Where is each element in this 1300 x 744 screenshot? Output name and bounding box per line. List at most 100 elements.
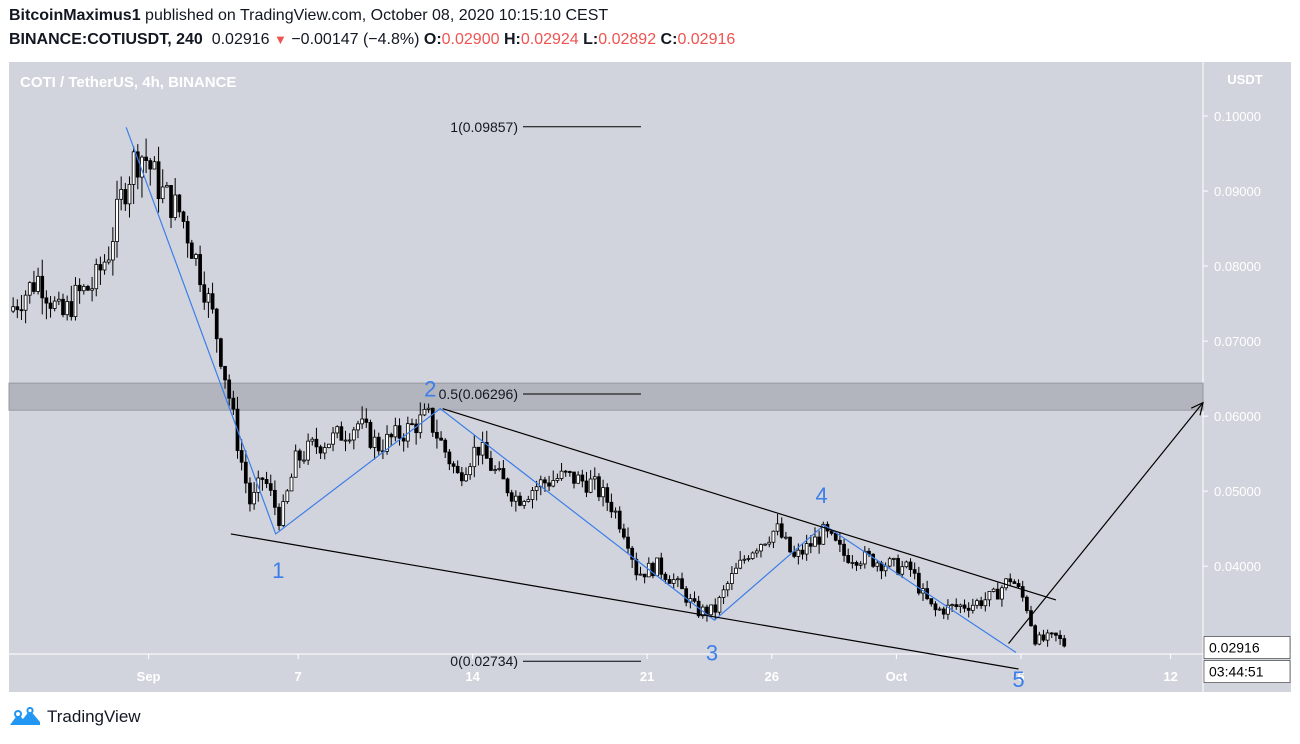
wedge-upper-trendline [442,408,1057,601]
candle-body [676,578,680,581]
fib-level-label: 1(0.09857) [450,119,518,135]
time-axis-background[interactable] [9,654,1291,692]
candle-body [32,282,36,292]
candle-body [123,189,128,205]
candle-body [1004,578,1008,589]
candle-body [131,151,136,185]
candle-body [52,300,57,309]
candle-body [655,557,659,577]
wave-label: 2 [424,376,436,401]
candle-body [493,469,497,471]
candle-body [526,499,531,502]
candle-body [385,433,389,452]
candle-body [214,308,219,340]
candle-body [285,490,290,503]
candle-body [738,559,743,569]
candle-body [588,478,593,493]
candle-body [198,254,202,286]
candle-body [455,465,460,474]
candle-body [609,501,614,513]
candle-body [563,470,568,473]
candle-body [1062,638,1067,647]
candle-body [792,551,797,557]
candle-body [946,604,950,615]
down-triangle-icon: ▼ [274,32,287,47]
candle-body [1054,632,1058,636]
candle-body [252,491,256,505]
candle-body [360,418,364,425]
candle-body [725,583,730,591]
candle-body [887,558,892,567]
candle-body [568,471,572,473]
candle-body [40,275,45,299]
candle-body [1000,587,1004,600]
candle-body [742,558,747,561]
candle-body [351,429,356,441]
candle-body [322,447,327,454]
chart-symbol-title: COTI / TetherUS, 4h, BINANCE [20,74,237,91]
y-tick-label: 0.05000 [1214,484,1261,499]
candle-body [194,254,198,259]
candle-body [489,457,493,471]
candle-body [767,541,772,545]
candle-body [501,468,506,480]
candle-body [61,298,65,316]
candle-body [318,446,323,454]
candle-body [277,506,281,526]
x-tick-label: 14 [465,669,480,684]
last-price: 0.02916 [211,31,270,48]
close-label: C: [660,31,678,48]
close-value: 0.02916 [677,31,736,48]
candle-body [975,600,979,606]
y-tick-label: 0.08000 [1214,259,1261,274]
candle-body [779,523,784,538]
open-label: O: [423,31,442,48]
candle-body [970,604,975,611]
author-name[interactable]: BitcoinMaximus1 [9,7,141,24]
candle-body [547,482,551,487]
candle-body [622,528,626,538]
candle-body [892,558,896,560]
tradingview-footer[interactable]: TradingView [9,707,141,727]
candle-body [273,489,277,508]
candle-body [44,297,49,304]
candle-body [219,338,223,367]
candle-body [98,264,103,271]
candle-body [119,189,124,200]
candle-body [958,604,963,607]
candle-body [177,194,182,213]
candle-body [459,472,464,482]
candle-body [518,495,522,506]
candle-body [983,599,988,607]
candle-body [148,160,153,170]
candle-body [962,604,967,609]
candle-body [443,439,448,453]
candle-body [833,532,838,541]
candle-body [497,468,502,470]
candle-body [202,284,207,303]
candle-body [929,598,934,605]
candle-body [464,474,468,482]
candle-body [472,446,477,468]
candle-body [306,440,310,461]
high-value: 0.02924 [520,31,579,48]
candle-body [759,544,763,552]
candle-body [69,301,74,318]
candle-body [900,566,905,575]
wedge-lower-trendline [230,533,1019,670]
price-axis-background[interactable] [1203,62,1291,654]
candle-body [933,603,938,611]
candle-body [281,501,286,526]
candle-body [86,286,90,291]
candle-body [293,450,298,478]
candle-body [642,573,647,578]
candle-body [771,530,776,543]
candle-body [1012,581,1017,584]
x-tick-label: Oct [886,669,908,684]
candle-body [775,523,780,532]
tradingview-brand: TradingView [47,707,141,726]
candle-body [19,309,24,312]
x-tick-label: 26 [765,669,779,684]
candle-body [559,470,564,479]
